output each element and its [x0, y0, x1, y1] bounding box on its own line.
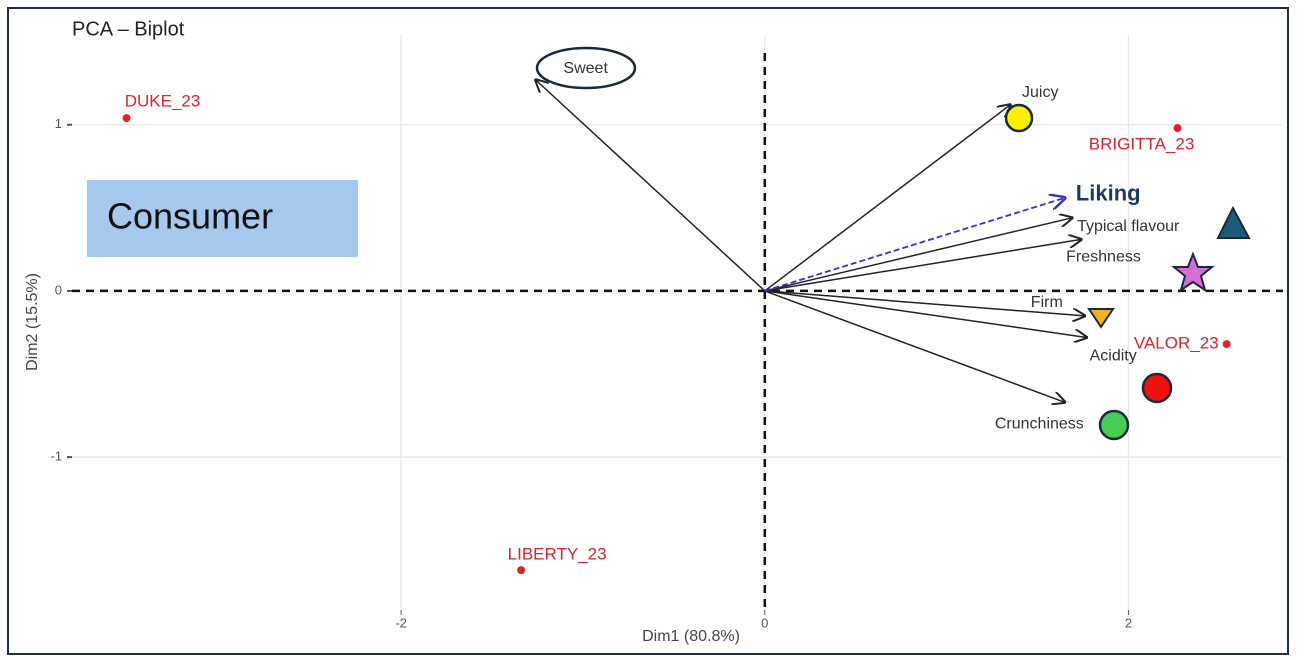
- point-label: DUKE_23: [125, 92, 201, 111]
- variable-arrow: [764, 218, 1072, 292]
- annotation: Consumer: [107, 196, 273, 237]
- symbol: [1216, 205, 1251, 239]
- variable-label: Freshness: [1066, 249, 1141, 266]
- variable-arrow: [764, 105, 1010, 292]
- point: [517, 566, 526, 575]
- x-tick-label: -2: [395, 615, 407, 630]
- symbol: [1141, 372, 1173, 404]
- variable-arrow: [536, 80, 766, 292]
- variable-arrow: [764, 239, 1081, 292]
- variable-label: Crunchiness: [995, 415, 1084, 432]
- variable-label: Typical flavour: [1077, 218, 1180, 235]
- supplementary-label: Liking: [1076, 181, 1141, 206]
- y-axis-label: Dim2 (15.5%): [24, 273, 41, 371]
- highlight-ellipse: [535, 46, 637, 90]
- supplementary-arrow: [764, 198, 1065, 292]
- symbol: [1087, 308, 1115, 329]
- point-label: LIBERTY_23: [508, 545, 607, 564]
- x-axis-label: Dim1 (80.8%): [642, 628, 740, 645]
- point-label: BRIGITTA_23: [1089, 135, 1195, 154]
- x-tick-label: 0: [761, 615, 768, 630]
- y-tick-label: -1: [50, 449, 62, 464]
- point: [1173, 124, 1182, 133]
- variable-arrow: [764, 290, 1087, 338]
- annotation-box: [87, 180, 358, 257]
- point: [122, 114, 131, 123]
- symbol: [1171, 251, 1215, 293]
- point-label: VALOR_23: [1134, 334, 1219, 353]
- point: [1222, 340, 1231, 349]
- variable-arrow: [764, 290, 1065, 402]
- chart-title: PCA – Biplot: [72, 18, 185, 40]
- variable-label: Juicy: [1022, 84, 1058, 101]
- variable-label: Firm: [1031, 294, 1063, 311]
- y-tick-label: 0: [55, 282, 62, 297]
- symbol: [1098, 409, 1130, 441]
- symbol: [1004, 103, 1034, 133]
- x-tick-label: 2: [1125, 615, 1132, 630]
- y-tick-label: 1: [55, 116, 62, 131]
- variable-label: Sweet: [563, 60, 608, 77]
- overlay-symbols: [1004, 103, 1251, 441]
- variable-arrow: [764, 290, 1085, 316]
- variable-label: Acidity: [1090, 348, 1137, 365]
